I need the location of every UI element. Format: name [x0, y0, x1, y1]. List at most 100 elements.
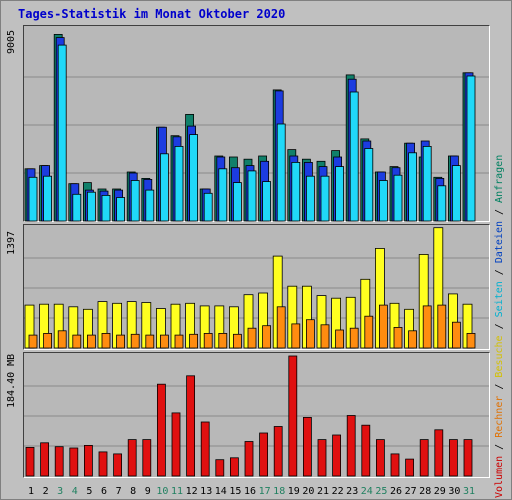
bar-rechner — [218, 332, 228, 349]
day-label: 2 — [43, 486, 49, 497]
bar-rechner — [276, 306, 286, 349]
bar-volumen — [259, 432, 269, 477]
day-label: 30 — [448, 486, 460, 497]
bar-volumen — [288, 355, 298, 477]
bar-seiten — [305, 175, 315, 222]
bar-rechner — [408, 330, 418, 349]
bar-volumen — [346, 415, 356, 477]
bar-rechner — [262, 325, 272, 349]
bar-seiten — [437, 185, 447, 222]
bar-seiten — [145, 189, 155, 222]
day-label: 20 — [302, 486, 314, 497]
bar-volumen — [142, 439, 152, 477]
bar-rechner — [349, 327, 359, 349]
day-label: 26 — [390, 486, 402, 497]
day-label: 29 — [434, 486, 446, 497]
bar-rechner — [57, 330, 67, 349]
chart-title: Tages-Statistik im Monat Oktober 2020 — [18, 7, 286, 21]
bar-seiten — [28, 176, 38, 222]
day-label: 24 — [361, 486, 373, 497]
bar-volumen — [244, 441, 254, 477]
day-label: 11 — [171, 486, 183, 497]
bar-seiten — [232, 182, 242, 222]
bar-rechner — [393, 326, 403, 349]
day-label: 27 — [405, 486, 417, 497]
day-label: 15 — [229, 486, 241, 497]
bar-rechner — [437, 304, 447, 349]
bar-rechner — [291, 323, 301, 349]
day-label: 7 — [116, 486, 122, 497]
day-label: 17 — [259, 486, 271, 497]
bar-rechner — [247, 327, 257, 349]
bar-rechner — [232, 333, 242, 349]
bar-volumen — [419, 439, 429, 477]
bar-rechner — [87, 334, 96, 349]
day-label: 18 — [273, 486, 285, 497]
day-label: 5 — [86, 486, 92, 497]
bar-rechner — [174, 334, 184, 349]
bar-seiten — [101, 194, 111, 222]
bar-volumen — [171, 412, 181, 477]
day-label: 13 — [200, 486, 212, 497]
day-label: 16 — [244, 486, 256, 497]
bar-rechner — [145, 334, 155, 349]
day-label: 4 — [72, 486, 78, 497]
bar-seiten — [422, 145, 432, 222]
bar-rechner — [466, 332, 476, 349]
bar-rechner — [130, 333, 140, 349]
bar-seiten — [247, 170, 257, 222]
bar-volumen — [463, 439, 473, 477]
day-label: 10 — [156, 486, 168, 497]
bar-rechner — [378, 304, 388, 349]
bar-volumen — [127, 439, 137, 477]
bar-seiten — [262, 181, 272, 222]
bar-volumen — [215, 459, 225, 477]
day-label: 22 — [332, 486, 344, 497]
bar-volumen — [186, 375, 196, 477]
day-label: 8 — [130, 486, 136, 497]
bar-volumen — [98, 451, 108, 477]
bar-seiten — [218, 168, 228, 222]
day-label: 23 — [346, 486, 358, 497]
day-label: 12 — [186, 486, 198, 497]
bar-rechner — [422, 305, 432, 349]
day-label: 3 — [57, 486, 63, 497]
day-label: 25 — [375, 486, 387, 497]
bar-rechner — [203, 332, 213, 349]
bar-volumen — [390, 453, 400, 477]
bar-seiten — [393, 174, 403, 222]
bar-seiten — [189, 134, 199, 222]
day-label: 21 — [317, 486, 329, 497]
bar-volumen — [434, 429, 444, 477]
bar-rechner — [159, 334, 169, 349]
bar-seiten — [466, 75, 476, 222]
bar-volumen — [332, 434, 342, 477]
bar-volumen — [25, 446, 35, 477]
bar-volumen — [375, 439, 385, 477]
bar-seiten — [364, 148, 374, 222]
bar-seiten — [87, 191, 96, 222]
bar-rechner — [28, 334, 38, 349]
bar-seiten — [57, 44, 67, 222]
bar-seiten — [335, 166, 345, 222]
bar-seiten — [72, 193, 82, 222]
bar-seiten — [174, 145, 184, 222]
bar-volumen — [361, 424, 371, 477]
bar-volumen — [317, 439, 327, 477]
bar-rechner — [364, 315, 374, 349]
bar-volumen — [405, 458, 415, 477]
day-label: 19 — [288, 486, 300, 497]
bar-seiten — [203, 192, 213, 222]
bar-volumen — [273, 426, 283, 477]
bar-rechner — [116, 334, 125, 349]
bar-volumen — [40, 442, 49, 477]
bar-seiten — [116, 197, 125, 222]
bar-seiten — [408, 152, 418, 222]
bar-volumen — [113, 453, 122, 477]
day-label: 14 — [215, 486, 227, 497]
bar-volumen — [229, 457, 239, 477]
bar-volumen — [54, 446, 64, 477]
bar-rechner — [320, 324, 330, 349]
bar-seiten — [130, 180, 140, 222]
